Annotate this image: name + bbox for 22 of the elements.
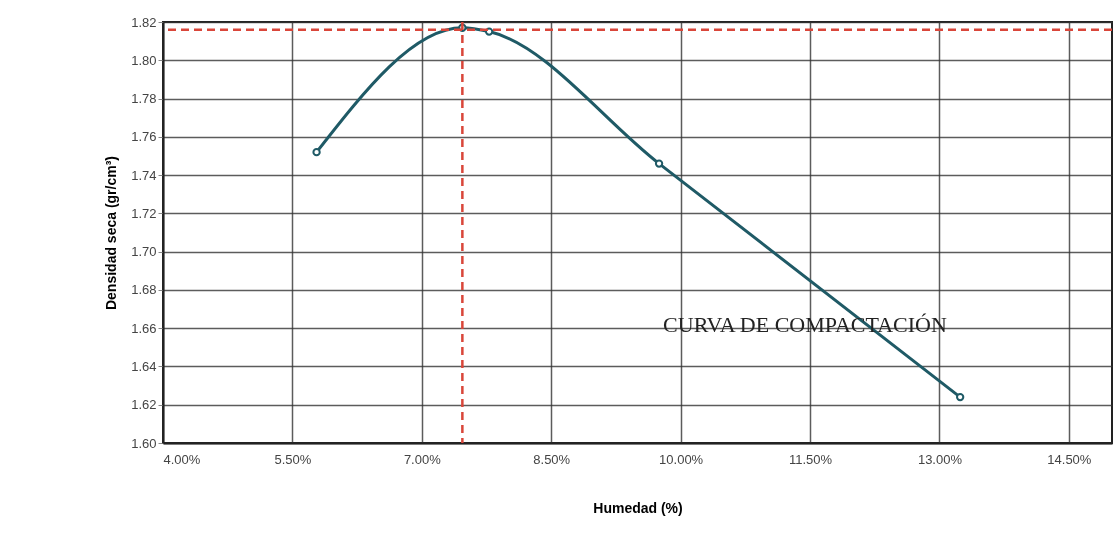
y-tick-label: 1.60 <box>131 435 157 451</box>
y-tick-label: 1.68 <box>131 282 157 298</box>
y-tick-label: 1.76 <box>131 129 157 145</box>
x-tick-label: 7.00% <box>403 451 442 467</box>
y-axis-title: Densidad seca (gr/cm³) <box>103 155 120 311</box>
x-tick-label: 10.00% <box>659 451 704 467</box>
y-tick-label: 1.80 <box>131 52 157 68</box>
y-tick-label: 1.70 <box>131 244 157 260</box>
x-tick-label: 14.50% <box>1047 451 1092 467</box>
y-tick-label: 1.62 <box>131 397 157 413</box>
x-tick-label: 13.00% <box>917 451 963 467</box>
x-tick-label: 8.50% <box>533 451 571 467</box>
x-tick-label: 4.00% <box>163 451 201 467</box>
x-axis-title: Humedad (%) <box>593 499 683 516</box>
x-tick-label: 5.50% <box>274 451 312 467</box>
y-tick-label: 1.78 <box>131 91 157 107</box>
x-tick-label: 11.50% <box>788 451 833 467</box>
y-tick-label: 1.72 <box>131 205 157 221</box>
y-tick-label: 1.74 <box>131 167 157 183</box>
y-tick-label: 1.82 <box>131 14 157 30</box>
y-tick-label: 1.64 <box>131 358 157 374</box>
y-tick-label: 1.66 <box>131 320 157 336</box>
